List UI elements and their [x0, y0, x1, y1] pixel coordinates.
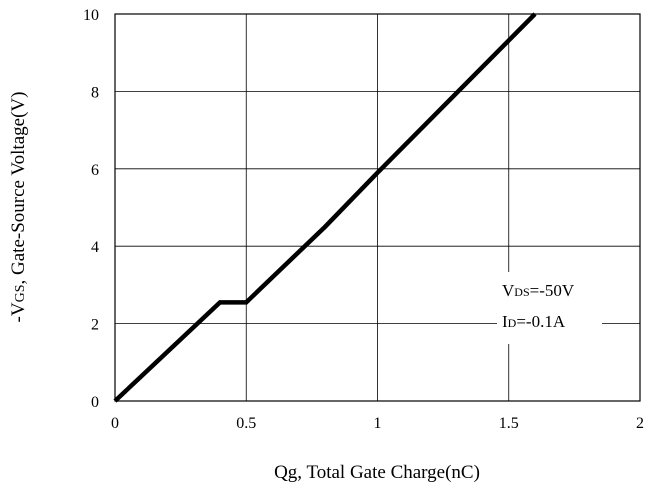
x-axis-label: Qg, Total Gate Charge(nC): [274, 462, 480, 483]
x-tick-label-1: 0.5: [236, 415, 256, 432]
y-tick-label-1: 2: [91, 317, 99, 334]
annotation-vds: VDS=-50V: [502, 281, 575, 300]
y-tick-label-2: 4: [91, 239, 99, 256]
x-tick-labels: 0 0.5 1 1.5 2: [111, 415, 644, 432]
x-tick-label-2: 1: [374, 415, 382, 432]
annotation-id: ID=-0.1A: [502, 312, 566, 331]
y-axis-label: -VGS, Gate-Source Voltage(V): [8, 92, 29, 323]
y-tick-label-5: 10: [83, 7, 99, 24]
y-tick-label-4: 8: [91, 84, 99, 101]
y-tick-label-0: 0: [91, 394, 99, 411]
series-line-0: [113, 12, 537, 403]
x-tick-label-3: 1.5: [499, 415, 519, 432]
plot-frame: [114, 13, 641, 402]
y-tick-labels: 0 2 4 6 8 10: [83, 7, 99, 411]
y-tick-label-3: 6: [91, 162, 99, 179]
x-tick-label-4: 2: [636, 415, 644, 432]
data-series: [113, 12, 537, 403]
annotation-background: [497, 272, 602, 344]
annotation-box: VDS=-50V ID=-0.1A: [497, 272, 602, 344]
x-tick-label-0: 0: [111, 415, 119, 432]
